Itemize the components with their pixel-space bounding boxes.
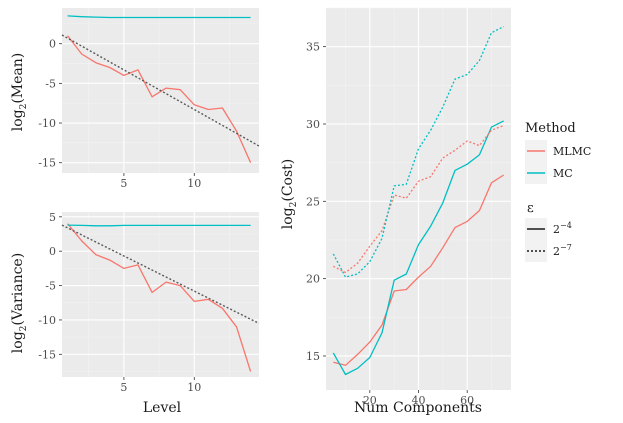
series-line-mlmc: [67, 223, 252, 372]
series-line-fit: [61, 34, 260, 147]
variance-panel-lines: [61, 223, 260, 372]
y-tick-label: 0: [49, 245, 56, 258]
mean-x-ticks: 5 10: [120, 173, 201, 190]
y-tick-label: 20: [306, 273, 320, 286]
cost-y-axis-title: log2(Cost): [280, 159, 299, 229]
y-tick-label: 0: [49, 38, 56, 51]
y-tick-label: 5: [49, 211, 56, 224]
y-tick-label: -5: [45, 77, 56, 90]
x-tick-label: 10: [187, 177, 201, 190]
variance-panel-grid: [62, 212, 259, 377]
legend-mlmc-label: MLMC: [553, 145, 591, 158]
y-tick-label: -10: [38, 117, 56, 130]
legend: Method MLMC MC ε 2−4 2−7: [525, 121, 591, 262]
legend-eps-2-label: 2−7: [553, 243, 572, 258]
x-tick-label: 5: [120, 177, 127, 190]
y-tick-label: -10: [38, 314, 56, 327]
y-tick-label: -5: [45, 280, 56, 293]
mean-panel-grid: [62, 8, 259, 173]
mean-panel-lines: [61, 15, 260, 163]
variance-y-ticks: 5 0 -5 -10 -15: [38, 211, 62, 361]
series-line-mc-2-4: [332, 120, 504, 376]
x-tick-label: 10: [187, 381, 201, 394]
y-tick-label: 35: [306, 41, 320, 54]
variance-panel-background: [62, 212, 259, 377]
mean-y-ticks: 0 -5 -10 -15: [38, 38, 62, 170]
variance-x-axis-title: Level: [143, 400, 182, 416]
cost-x-axis-title: Num Components: [354, 400, 482, 416]
mean-y-axis-title: log2(Mean): [10, 53, 29, 132]
mean-panel: 5 10 0 -5 -10 -15 log2(Mean): [10, 8, 260, 190]
cost-panel: 20 40 60 15 20 25 30 35 log2(Cost) Num Compone…: [280, 7, 511, 416]
series-line-fit: [61, 224, 260, 325]
legend-eps-title: ε: [527, 201, 534, 216]
series-line-mc: [67, 15, 251, 19]
y-tick-label: 15: [306, 350, 320, 363]
variance-panel: 5 10 5 0 -5 -10 -15 log2(Variance) Level: [10, 211, 260, 416]
x-tick-label: 40: [412, 394, 426, 407]
x-tick-label: 5: [120, 381, 127, 394]
cost-panel-lines: [332, 26, 505, 376]
y-tick-label: 25: [306, 195, 320, 208]
series-line-mc-2-7: [332, 26, 504, 278]
legend-mc-label: MC: [553, 167, 573, 180]
variance-x-ticks: 5 10: [120, 377, 201, 394]
series-line-mlmc-2-4: [333, 174, 505, 366]
cost-panel-grid: [326, 7, 511, 390]
y-tick-label: -15: [38, 348, 56, 361]
x-tick-label: 60: [460, 394, 474, 407]
cost-x-ticks: 20 40 60: [363, 390, 474, 407]
series-line-mlmc-2-7: [333, 124, 504, 274]
legend-method-title: Method: [525, 121, 576, 136]
series-line-mlmc: [67, 35, 252, 163]
series-line-mc: [67, 224, 251, 227]
legend-eps-1-label: 2−4: [553, 221, 572, 236]
x-tick-label: 20: [363, 394, 377, 407]
y-tick-label: -15: [38, 157, 56, 170]
variance-y-axis-title: log2(Variance): [10, 253, 29, 353]
cost-y-ticks: 15 20 25 30 35: [306, 41, 326, 363]
y-tick-label: 30: [306, 118, 320, 131]
